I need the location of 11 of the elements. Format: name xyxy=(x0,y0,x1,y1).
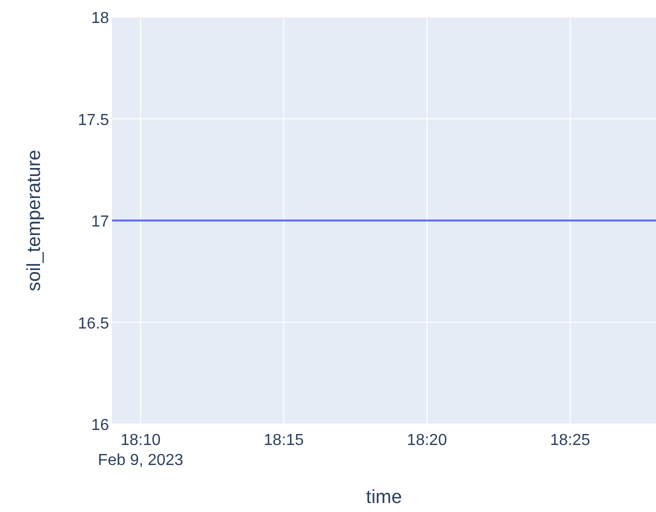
y-tick-label: 18 xyxy=(91,10,110,27)
x-tick-label: 18:10 Feb 9, 2023 xyxy=(98,432,184,469)
x-tick-label: 18:25 xyxy=(550,432,590,449)
y-axis-title: soil_temperature xyxy=(24,150,45,292)
y-tick-label: 16 xyxy=(91,417,110,434)
x-tick-label: 18:15 xyxy=(264,432,304,449)
x-axis-title: time xyxy=(366,487,402,508)
x-tick-label: 18:20 xyxy=(406,432,448,449)
y-tick-label: 17.5 xyxy=(78,112,110,129)
y-tick-label: 17 xyxy=(91,214,110,230)
y-tick-label: 16.5 xyxy=(78,315,110,332)
